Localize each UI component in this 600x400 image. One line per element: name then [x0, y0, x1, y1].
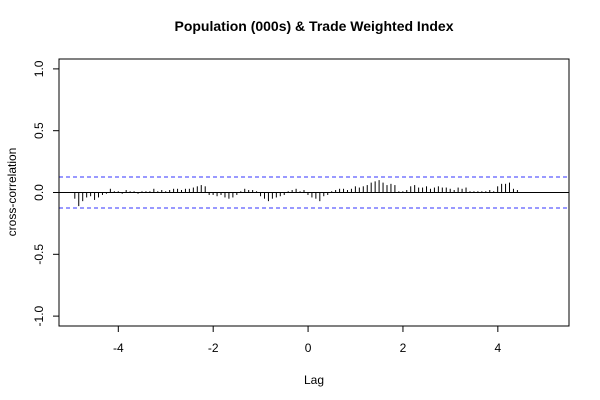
x-tick-label: 0 [305, 341, 312, 355]
y-axis: -1.0 -0.5 0.0 0.5 1.0 [32, 60, 60, 326]
x-tick-label: -2 [208, 341, 219, 355]
x-axis-label: Lag [304, 373, 324, 387]
x-tick-label: -4 [113, 341, 124, 355]
y-axis-label: cross-correlation [5, 148, 19, 237]
y-tick-label: 0.5 [32, 122, 46, 139]
y-tick-label: 0.0 [32, 184, 46, 201]
x-axis: -4 -2 0 2 4 [113, 325, 501, 355]
bar-group [74, 180, 518, 207]
y-tick-label: -0.5 [32, 244, 46, 265]
x-tick-label: 4 [494, 341, 501, 355]
y-tick-label: 1.0 [32, 60, 46, 77]
chart-title: Population (000s) & Trade Weighted Index [174, 18, 453, 34]
y-tick-label: -1.0 [32, 305, 46, 326]
x-tick-label: 2 [400, 341, 407, 355]
